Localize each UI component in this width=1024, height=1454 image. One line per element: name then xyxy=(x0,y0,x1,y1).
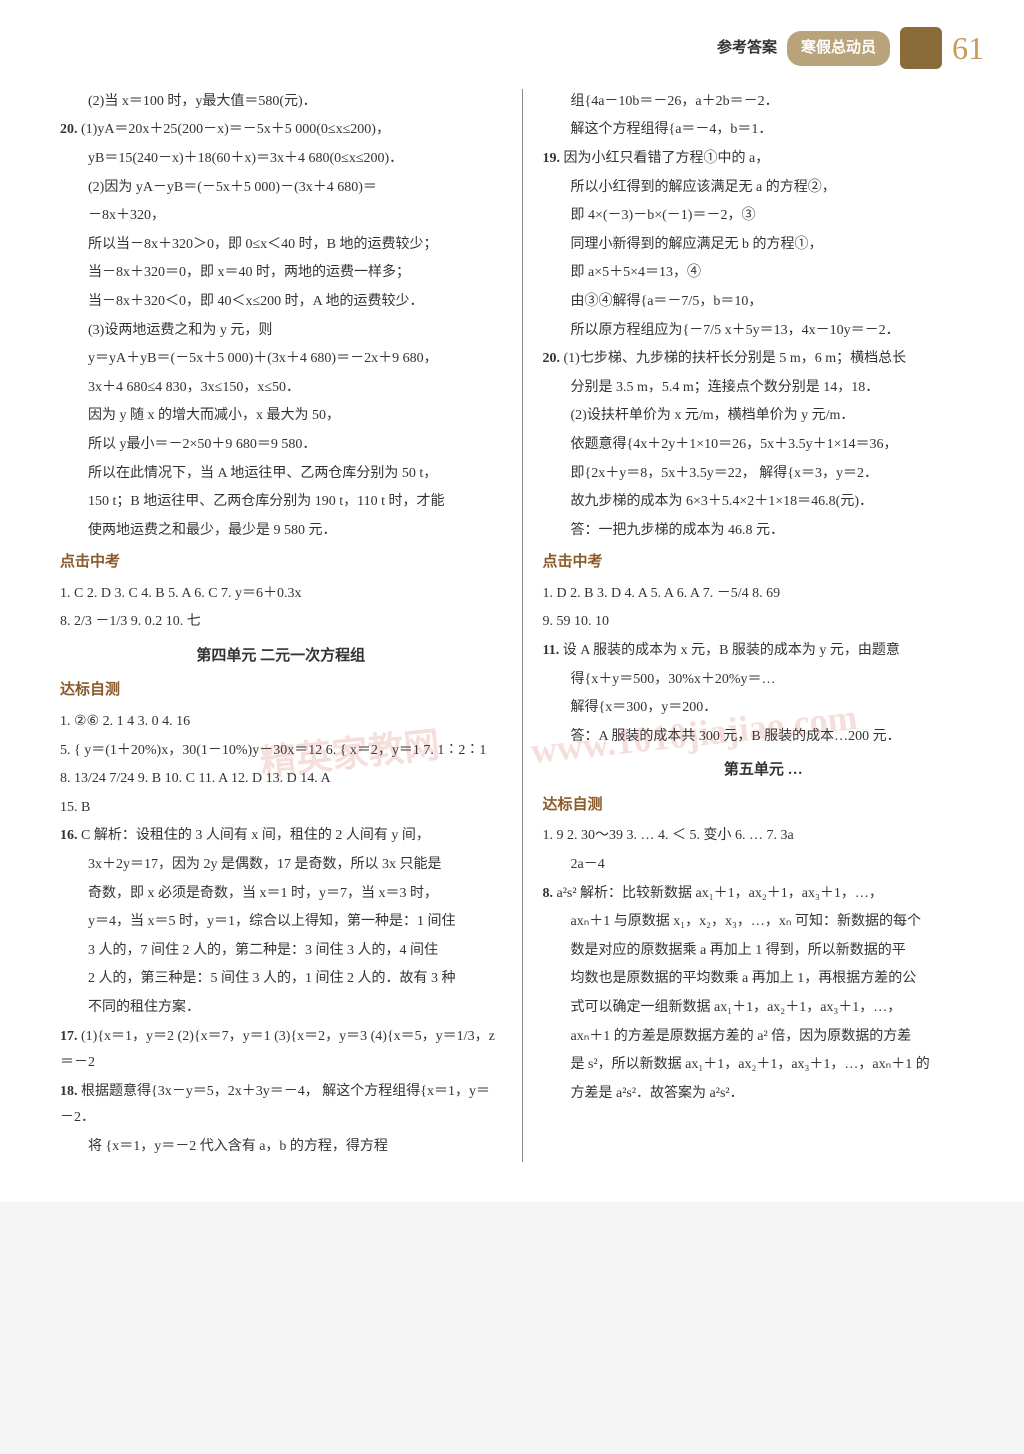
item-number: 8. xyxy=(543,886,554,901)
text-line: 使两地运费之和最少，最少是 9 580 元． xyxy=(60,518,502,545)
text-line: 18. 根据题意得{3x－y＝5，2x＋3y＝－4， 解这个方程组得{x＝1，y… xyxy=(60,1079,502,1132)
text-line: 2 人的，第三种是：5 间住 3 人的，1 间住 2 人的．故有 3 种 xyxy=(60,966,502,993)
text-line: 不同的租住方案． xyxy=(60,995,502,1022)
text-line: 19. 因为小红只看错了方程①中的 a， xyxy=(543,146,985,173)
text-line: 故九步梯的成本为 6×3＋5.4×2＋1×18＝46.8(元)． xyxy=(543,489,985,516)
item-number: 17. xyxy=(60,1029,78,1044)
item-text: 根据题意得{3x－y＝5，2x＋3y＝－4， 解这个方程组得{x＝1，y＝－2． xyxy=(60,1084,490,1126)
text-line: 所以小红得到的解应该满足无 a 的方程②， xyxy=(543,175,985,202)
text-line: 是 s²，所以新数据 ax₁＋1，ax₂＋1，ax₃＋1，…，axₙ＋1 的 xyxy=(543,1052,985,1079)
item-number: 20. xyxy=(543,351,561,366)
text-line: 奇数，即 x 必须是奇数，当 x＝1 时，y＝7，当 x＝3 时， xyxy=(60,881,502,908)
page-number: 61 xyxy=(952,18,984,79)
column-separator xyxy=(522,89,523,1163)
text-line: (3)设两地运费之和为 y 元，则 xyxy=(60,318,502,345)
text-line: 5. { y＝(1＋20%)x，30(1－10%)y－30x＝12 6. { x… xyxy=(60,738,502,765)
text-line: (2)当 x＝100 时，y最大值＝580(元)． xyxy=(60,89,502,116)
book-icon xyxy=(900,27,942,69)
text-line: 1. 9 2. 30～39 3. … 4. ＜ 5. 变小 6. … 7. 3a xyxy=(543,823,985,850)
text-line: 8. a²s² 解析：比较新数据 ax₁＋1，ax₂＋1，ax₃＋1，…， xyxy=(543,881,985,908)
text-line: 1. D 2. B 3. D 4. A 5. A 6. A 7. －5/4 8.… xyxy=(543,581,985,608)
left-column: (2)当 x＝100 时，y最大值＝580(元)． 20. (1)yA＝20x＋… xyxy=(60,89,502,1163)
right-column: 组{4a－10b＝－26，a＋2b＝－2． 解这个方程组得{a＝－4，b＝1． … xyxy=(543,89,985,1163)
text-line: 由③④解得{a＝－7/5，b＝10， xyxy=(543,289,985,316)
text-line: 3x＋4 680≤4 830，3x≤150，x≤50． xyxy=(60,375,502,402)
text-line: 当－8x＋320＜0，即 40＜x≤200 时，A 地的运费较少． xyxy=(60,289,502,316)
text-line: 所以当－8x＋320＞0，即 0≤x＜40 时，B 地的运费较少； xyxy=(60,232,502,259)
text-line: 20. (1)七步梯、九步梯的扶杆长分别是 5 m，6 m；横档总长 xyxy=(543,346,985,373)
item-text: 设 A 服装的成本为 x 元，B 服装的成本为 y 元，由题意 xyxy=(563,643,900,658)
text-line: 8. 13/24 7/24 9. B 10. C 11. A 12. D 13.… xyxy=(60,766,502,793)
item-number: 20. xyxy=(60,122,78,137)
text-line: 方差是 a²s²．故答案为 a²s²． xyxy=(543,1081,985,1108)
item-number: 19. xyxy=(543,151,561,166)
text-line: 当－8x＋320＝0，即 x＝40 时，两地的运费一样多； xyxy=(60,260,502,287)
text-line: －8x＋320， xyxy=(60,203,502,230)
text-line: 1. ②⑥ 2. 1 4 3. 0 4. 16 xyxy=(60,709,502,736)
text-line: 15. B xyxy=(60,795,502,822)
text-line: 11. 设 A 服装的成本为 x 元，B 服装的成本为 y 元，由题意 xyxy=(543,638,985,665)
text-line: 答：A 服装的成本共 300 元，B 服装的成本…200 元． xyxy=(543,724,985,751)
text-line: 均数也是原数据的平均数乘 a 再加上 1，再根据方差的公 xyxy=(543,966,985,993)
section-heading: 点击中考 xyxy=(543,548,985,577)
item-text: (1)七步梯、九步梯的扶杆长分别是 5 m，6 m；横档总长 xyxy=(564,351,907,366)
text-line: 依题意得{4x＋2y＋1×10＝26，5x＋3.5y＋1×14＝36， xyxy=(543,432,985,459)
text-line: 即 4×(－3)－b×(－1)＝－2，③ xyxy=(543,203,985,230)
item-number: 16. xyxy=(60,828,78,843)
item-number: 11. xyxy=(543,643,560,658)
item-text: a²s² 解析：比较新数据 ax₁＋1，ax₂＋1，ax₃＋1，…， xyxy=(557,886,883,901)
item-text: (1)yA＝20x＋25(200－x)＝－5x＋5 000(0≤x≤200)， xyxy=(81,122,390,137)
text-line: 因为 y 随 x 的增大而减小，x 最大为 50， xyxy=(60,403,502,430)
text-line: 数是对应的原数据乘 a 再加上 1 得到，所以新数据的平 xyxy=(543,938,985,965)
text-line: 17. (1){x＝1，y＝2 (2){x＝7，y＝1 (3){x＝2，y＝3 … xyxy=(60,1024,502,1077)
text-line: 得{x＋y＝500，30%x＋20%y＝… xyxy=(543,667,985,694)
two-column-content: (2)当 x＝100 时，y最大值＝580(元)． 20. (1)yA＝20x＋… xyxy=(60,89,984,1163)
text-line: 解这个方程组得{a＝－4，b＝1． xyxy=(543,117,985,144)
text-line: 1. C 2. D 3. C 4. B 5. A 6. C 7. y＝6＋0.3… xyxy=(60,581,502,608)
text-line: axₙ＋1 的方差是原数据方差的 a² 倍，因为原数据的方差 xyxy=(543,1024,985,1051)
section-heading: 达标自测 xyxy=(543,791,985,820)
text-line: 所以在此情况下，当 A 地运往甲、乙两仓库分别为 50 t， xyxy=(60,461,502,488)
text-line: (2)设扶杆单价为 x 元/m，横档单价为 y 元/m． xyxy=(543,403,985,430)
page-header: 参考答案 寒假总动员 61 xyxy=(60,18,984,79)
text-line: 即 a×5＋5×4＝13，④ xyxy=(543,260,985,287)
reference-label: 参考答案 xyxy=(717,34,777,63)
unit-heading: 第四单元 二元一次方程组 xyxy=(60,642,502,671)
text-line: axₙ＋1 与原数据 x₁，x₂，x₃，…，xₙ 可知：新数据的每个 xyxy=(543,909,985,936)
text-line: 20. (1)yA＝20x＋25(200－x)＝－5x＋5 000(0≤x≤20… xyxy=(60,117,502,144)
text-line: 3 人的，7 间住 2 人的，第二种是：3 间住 3 人的，4 间住 xyxy=(60,938,502,965)
unit-heading: 第五单元 … xyxy=(543,756,985,785)
text-line: 组{4a－10b＝－26，a＋2b＝－2． xyxy=(543,89,985,116)
text-line: 答：一把九步梯的成本为 46.8 元． xyxy=(543,518,985,545)
item-text: 因为小红只看错了方程①中的 a， xyxy=(564,151,770,166)
text-line: 解得{x＝300，y＝200． xyxy=(543,695,985,722)
text-line: (2)因为 yA－yB＝(－5x＋5 000)－(3x＋4 680)＝ xyxy=(60,175,502,202)
text-line: yB＝15(240－x)＋18(60＋x)＝3x＋4 680(0≤x≤200)． xyxy=(60,146,502,173)
item-number: 18. xyxy=(60,1084,78,1099)
text-line: 将 {x＝1，y＝－2 代入含有 a，b 的方程，得方程 xyxy=(60,1134,502,1161)
book-pill: 寒假总动员 xyxy=(787,31,890,66)
item-text: (1){x＝1，y＝2 (2){x＝7，y＝1 (3){x＝2，y＝3 (4){… xyxy=(60,1029,495,1071)
text-line: y＝yA＋yB＝(－5x＋5 000)＋(3x＋4 680)＝－2x＋9 680… xyxy=(60,346,502,373)
text-line: 8. 2/3 －1/3 9. 0.2 10. 七 xyxy=(60,609,502,636)
text-line: 即{2x＋y＝8，5x＋3.5y＝22， 解得{x＝3，y＝2． xyxy=(543,461,985,488)
text-line: 150 t；B 地运往甲、乙两仓库分别为 190 t，110 t 时，才能 xyxy=(60,489,502,516)
text-line: 同理小新得到的解应满足无 b 的方程①， xyxy=(543,232,985,259)
text-line: 2a－4 xyxy=(543,852,985,879)
text-line: 式可以确定一组新数据 ax₁＋1，ax₂＋1，ax₃＋1，…， xyxy=(543,995,985,1022)
item-text: C 解析：设租住的 3 人间有 x 间，租住的 2 人间有 y 间， xyxy=(81,828,430,843)
text-line: 所以 y最小＝－2×50＋9 680＝9 580． xyxy=(60,432,502,459)
text-line: 所以原方程组应为{－7/5 x＋5y＝13，4x－10y＝－2． xyxy=(543,318,985,345)
text-line: 分别是 3.5 m，5.4 m；连接点个数分别是 14，18． xyxy=(543,375,985,402)
text-line: y＝4，当 x＝5 时，y＝1，综合以上得知，第一种是：1 间住 xyxy=(60,909,502,936)
section-heading: 点击中考 xyxy=(60,548,502,577)
text-line: 9. 59 10. 10 xyxy=(543,609,985,636)
text-line: 3x＋2y＝17，因为 2y 是偶数，17 是奇数，所以 3x 只能是 xyxy=(60,852,502,879)
text-line: 16. C 解析：设租住的 3 人间有 x 间，租住的 2 人间有 y 间， xyxy=(60,823,502,850)
section-heading: 达标自测 xyxy=(60,676,502,705)
